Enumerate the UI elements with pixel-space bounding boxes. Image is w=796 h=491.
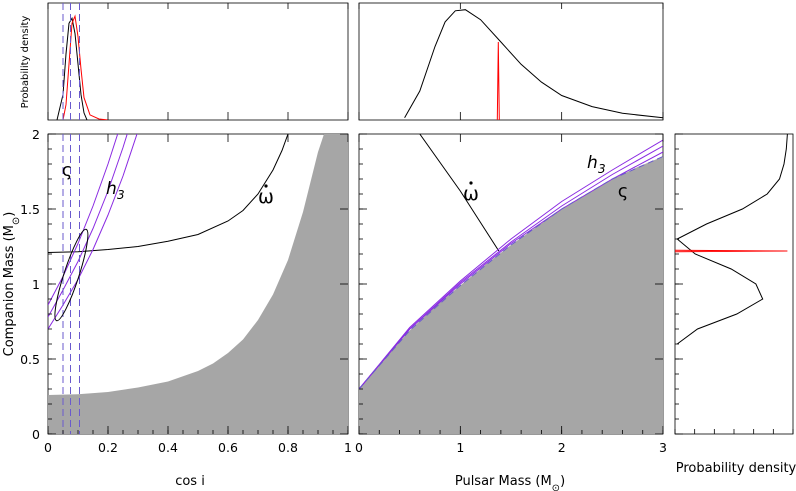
pdf-red-curve bbox=[62, 14, 109, 120]
y-tick-label: 1.5 bbox=[20, 202, 40, 217]
h3-curve bbox=[48, 134, 128, 318]
omdot-curve bbox=[48, 134, 289, 253]
x-tick-label: 1 bbox=[344, 440, 352, 455]
h3-label-b: h bbox=[587, 153, 598, 173]
omdot-dot-b bbox=[469, 181, 473, 185]
x-tick-label: 0.6 bbox=[218, 440, 238, 455]
x-tick-label: 0.8 bbox=[278, 440, 298, 455]
x-axis-label-pulsar-mass: Pulsar Mass (M⊙) bbox=[455, 474, 565, 491]
y-tick-label: 0 bbox=[32, 427, 40, 442]
y-axis-label-companion-mass-sub: ⊙ bbox=[11, 217, 22, 225]
x-tick-label: 0.4 bbox=[158, 440, 178, 455]
x-tick-label-b: 3 bbox=[659, 440, 667, 455]
omdot-dot bbox=[264, 184, 268, 188]
omdot-curve bbox=[419, 134, 500, 252]
x-tick-label-b: 2 bbox=[558, 440, 566, 455]
pdf-main-curve-r bbox=[676, 134, 788, 345]
x-axis-label-pulsar-mass-main: Pulsar Mass (M bbox=[455, 474, 552, 489]
confidence-ellipse bbox=[54, 228, 89, 322]
omdot-label: ω bbox=[258, 186, 274, 208]
y-tick-label: 0.5 bbox=[20, 352, 40, 367]
m2-pdf-frame bbox=[674, 133, 794, 435]
y-axis-label-companion-mass-main: Companion Mass (M bbox=[2, 225, 17, 356]
zeta-curve bbox=[359, 156, 663, 390]
x-tick-label: 0 bbox=[44, 440, 52, 455]
cosi-pdf-frame bbox=[47, 2, 349, 121]
excluded-region-b bbox=[359, 156, 663, 434]
excluded-region bbox=[48, 134, 348, 434]
h3-curve bbox=[48, 134, 138, 330]
pdf-main-curve bbox=[56, 16, 88, 120]
h3-curve bbox=[359, 139, 663, 390]
h3-label: h bbox=[106, 179, 117, 199]
y-axis-label-companion-mass-tail: ) bbox=[2, 212, 17, 217]
pdf-red-curve-r bbox=[675, 249, 788, 253]
zeta-label: ς bbox=[62, 160, 73, 181]
x-axis-label-pulsar-mass-sub: ⊙ bbox=[552, 483, 560, 491]
h3-label-subscript: 3 bbox=[117, 188, 125, 202]
x-axis-label-probability-density: Probability density bbox=[676, 461, 796, 476]
pdf-red-curve-b bbox=[496, 41, 500, 120]
x-tick-label-b: 0 bbox=[355, 440, 363, 455]
y-tick-label: 1 bbox=[32, 277, 40, 292]
x-axis-label-cosi: cos i bbox=[175, 474, 205, 489]
x-tick-label-b: 1 bbox=[456, 440, 464, 455]
y-tick-label: 2 bbox=[32, 127, 40, 142]
y-axis-label-probability-density: Probability density bbox=[20, 16, 31, 109]
pdf-main-curve-b bbox=[404, 9, 663, 119]
y-axis-label-companion-mass: Companion Mass (M⊙) bbox=[2, 212, 22, 357]
omdot-label-b: ω bbox=[463, 183, 479, 205]
zeta-label-b: ς bbox=[618, 181, 629, 202]
x-axis-label-pulsar-mass-tail: ) bbox=[560, 474, 565, 489]
x-tick-label: 0.2 bbox=[98, 440, 118, 455]
mp-pdf-frame bbox=[358, 2, 664, 121]
h3-label-b-subscript: 3 bbox=[598, 162, 606, 176]
